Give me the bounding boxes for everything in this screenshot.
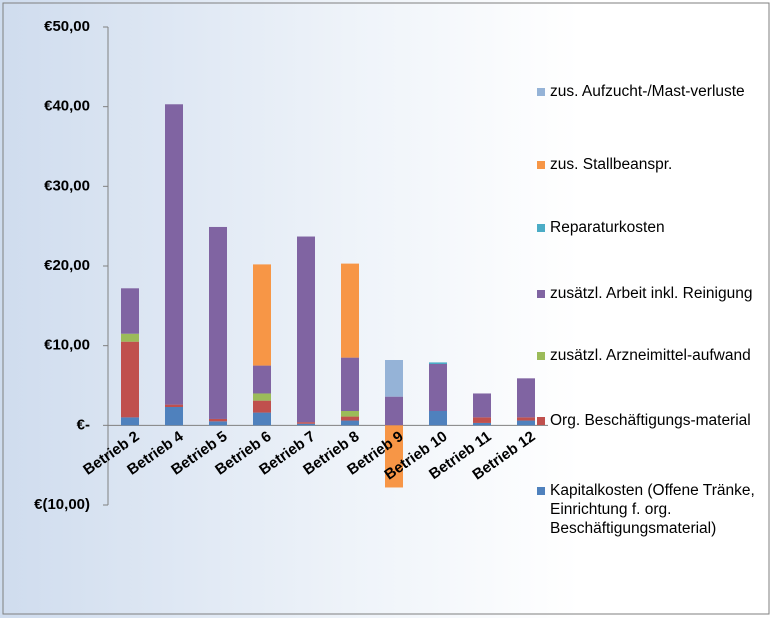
bar-segment <box>473 422 491 426</box>
bar-segment <box>165 104 183 405</box>
bar-segment <box>253 400 271 413</box>
y-tick-label: €50,00 <box>44 18 90 35</box>
bar-segment <box>429 363 447 411</box>
bar-segment <box>253 264 271 366</box>
bar-segment <box>517 417 535 421</box>
bar-segment <box>429 362 447 364</box>
bar-segment <box>341 410 359 417</box>
bar-segment <box>341 263 359 358</box>
bar-segment <box>473 417 491 423</box>
legend-label: zusätzl. Arzneimittel-aufwand <box>550 347 751 364</box>
legend-label: Org. Beschäftigungs-material <box>550 412 751 429</box>
bar-segment <box>121 341 139 418</box>
y-tick-label: €10,00 <box>44 337 90 354</box>
legend-label: Reparaturkosten <box>550 219 665 236</box>
y-tick-label: €- <box>77 416 90 433</box>
legend-label: zusätzl. Arbeit inkl. Reinigung <box>550 285 753 302</box>
legend-label: zus. Stallbeanspr. <box>550 156 673 173</box>
y-tick-label: €30,00 <box>44 177 90 194</box>
bar-segment <box>385 396 403 426</box>
bar-segment <box>341 357 359 411</box>
bar-segment <box>121 288 139 334</box>
bar-segment <box>209 421 227 426</box>
bar-segment <box>121 417 139 426</box>
bar-segment <box>253 412 271 426</box>
bar-segment <box>209 418 227 422</box>
y-tick-label: €(10,00) <box>34 496 90 513</box>
bar-segment <box>517 420 535 426</box>
bar-segment <box>121 333 139 342</box>
bar-segment <box>385 425 403 488</box>
bar-segment <box>165 407 183 426</box>
bar-segment <box>341 420 359 426</box>
bar-segment <box>253 365 271 394</box>
bar-segment <box>297 423 315 426</box>
bar-segment <box>385 360 403 397</box>
legend-swatch <box>537 290 545 298</box>
bar-segment <box>517 378 535 418</box>
bar-segment <box>209 226 227 419</box>
legend-swatch <box>537 224 545 232</box>
bar-segment <box>429 410 447 426</box>
bar-segment <box>165 404 183 408</box>
legend-swatch <box>537 88 545 96</box>
bar-segment <box>341 416 359 421</box>
bar-segment <box>253 393 271 401</box>
legend-swatch <box>537 352 545 360</box>
legend-label: zus. Aufzucht-/Mast-verluste <box>550 83 745 100</box>
legend-swatch <box>537 487 545 495</box>
legend-swatch <box>537 161 545 169</box>
legend-label: Kapitalkosten (Offene Tränke, Einrichtun… <box>550 482 755 537</box>
bar-segment <box>297 236 315 423</box>
bar-segment <box>473 393 491 418</box>
legend-swatch <box>537 417 545 425</box>
bar-segment <box>297 422 315 424</box>
y-tick-label: €40,00 <box>44 98 90 115</box>
y-tick-label: €20,00 <box>44 257 90 274</box>
